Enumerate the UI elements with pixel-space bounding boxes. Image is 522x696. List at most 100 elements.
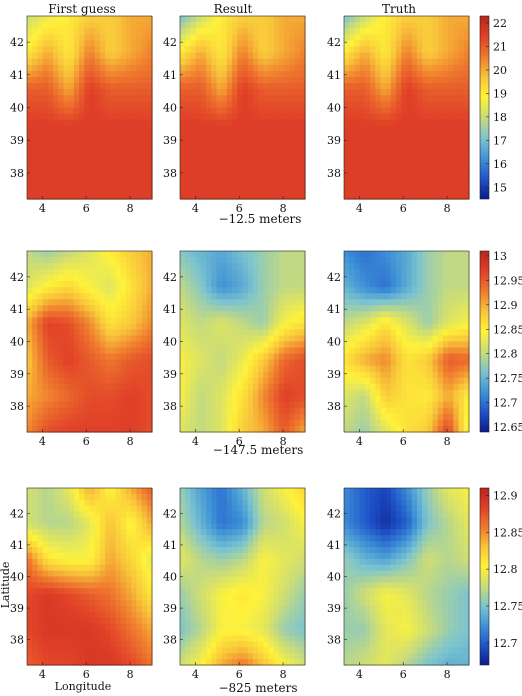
- heatmap-cell: [242, 359, 249, 367]
- heatmap-cell: [401, 269, 408, 276]
- heatmap-cell: [416, 28, 423, 35]
- heatmap-cell: [58, 180, 65, 188]
- heatmap-cell: [448, 16, 454, 23]
- heatmap-cell: [390, 323, 397, 331]
- heatmap-cell: [354, 101, 361, 109]
- heatmap-cell: [131, 359, 137, 367]
- heatmap-cell: [237, 180, 244, 188]
- heatmap-cell: [344, 425, 350, 433]
- heatmap-cell: [432, 150, 439, 157]
- heatmap-cell: [232, 395, 238, 403]
- heatmap-cell: [364, 77, 371, 84]
- heatmap-cell: [32, 488, 39, 495]
- heatmap-cell: [427, 40, 434, 48]
- heatmap-cell: [99, 162, 106, 170]
- heatmap-cell: [370, 186, 376, 194]
- heatmap-cell: [68, 131, 75, 139]
- heatmap-cell: [364, 156, 371, 163]
- heatmap-cell: [349, 40, 356, 48]
- heatmap-cell: [216, 186, 223, 194]
- heatmap-cell: [370, 58, 376, 66]
- heatmap-cell: [141, 582, 148, 589]
- heatmap-cell: [370, 95, 376, 102]
- heatmap-cell: [125, 353, 132, 361]
- heatmap-cell: [252, 107, 259, 115]
- heatmap-cell: [237, 353, 244, 361]
- heatmap-cell: [195, 383, 202, 391]
- heatmap-cell: [226, 64, 233, 72]
- heatmap-cell: [131, 371, 137, 379]
- heatmap-cell: [390, 365, 397, 373]
- heatmap-cell: [380, 413, 387, 421]
- heatmap-cell: [211, 269, 218, 276]
- heatmap-cell: [94, 511, 101, 519]
- heatmap-cell: [89, 83, 96, 90]
- heatmap-cell: [185, 329, 192, 337]
- heatmap-cell: [284, 407, 290, 415]
- heatmap-cell: [364, 401, 371, 409]
- heatmap-cell: [131, 275, 137, 282]
- heatmap-cell: [427, 281, 434, 288]
- heatmap-cell: [448, 317, 454, 324]
- heatmap-cell: [125, 570, 132, 578]
- heatmap-cell: [84, 281, 91, 288]
- heatmap-cell: [349, 317, 356, 324]
- heatmap-cell: [247, 359, 254, 367]
- heatmap-cell: [427, 156, 434, 163]
- heatmap-cell: [390, 101, 397, 109]
- heatmap-cell: [349, 162, 356, 170]
- heatmap-cell: [458, 125, 465, 133]
- heatmap-cell: [58, 83, 65, 90]
- heatmap-cell: [89, 582, 96, 589]
- heatmap-cell: [105, 101, 111, 109]
- heatmap-cell: [195, 180, 202, 188]
- heatmap-cell: [463, 95, 470, 102]
- heatmap-cell: [195, 371, 202, 379]
- heatmap-cell: [180, 22, 186, 29]
- heatmap-cell: [242, 46, 249, 54]
- heatmap-cell: [200, 389, 207, 397]
- heatmap-cell: [448, 275, 454, 282]
- heatmap-cell: [42, 58, 49, 66]
- heatmap-cell: [53, 46, 59, 54]
- heatmap-cell: [89, 505, 96, 513]
- heatmap-cell: [294, 383, 301, 391]
- heatmap-cell: [94, 588, 101, 595]
- x-tick-label: 8: [280, 435, 287, 448]
- heatmap-cell: [252, 359, 259, 367]
- heatmap-cell: [99, 611, 106, 619]
- heatmap-cell: [385, 46, 392, 54]
- heatmap-cell: [89, 371, 96, 379]
- heatmap-cell: [68, 611, 75, 619]
- heatmap-cell: [136, 64, 143, 72]
- heatmap-cell: [68, 107, 75, 115]
- heatmap-cell: [294, 413, 301, 421]
- heatmap-cell: [242, 413, 249, 421]
- heatmap-cell: [453, 317, 460, 324]
- heatmap-cell: [442, 40, 449, 48]
- heatmap-cell: [422, 317, 428, 324]
- heatmap-cell: [131, 46, 137, 54]
- heatmap-cell: [37, 341, 44, 349]
- heatmap-cell: [221, 323, 228, 331]
- heatmap-cell: [299, 22, 306, 29]
- heatmap-cell: [216, 34, 223, 41]
- heatmap-cell: [131, 22, 137, 29]
- heatmap-cell: [63, 89, 70, 96]
- y-tick-label: 39: [327, 134, 341, 147]
- heatmap-cell: [53, 570, 59, 578]
- heatmap-cell: [226, 180, 233, 188]
- heatmap-cell: [427, 174, 434, 182]
- heatmap-cell: [247, 377, 254, 385]
- heatmap-cell: [195, 389, 202, 397]
- heatmap-cell: [120, 77, 127, 84]
- heatmap-cell: [432, 22, 439, 29]
- heatmap-cell: [37, 269, 44, 276]
- heatmap-cell: [258, 341, 264, 349]
- heatmap-cell: [216, 299, 223, 306]
- heatmap-cell: [370, 287, 376, 294]
- heatmap-cell: [284, 174, 290, 182]
- heatmap-cell: [125, 535, 132, 542]
- heatmap-cell: [68, 588, 75, 595]
- heatmap-cell: [27, 89, 33, 96]
